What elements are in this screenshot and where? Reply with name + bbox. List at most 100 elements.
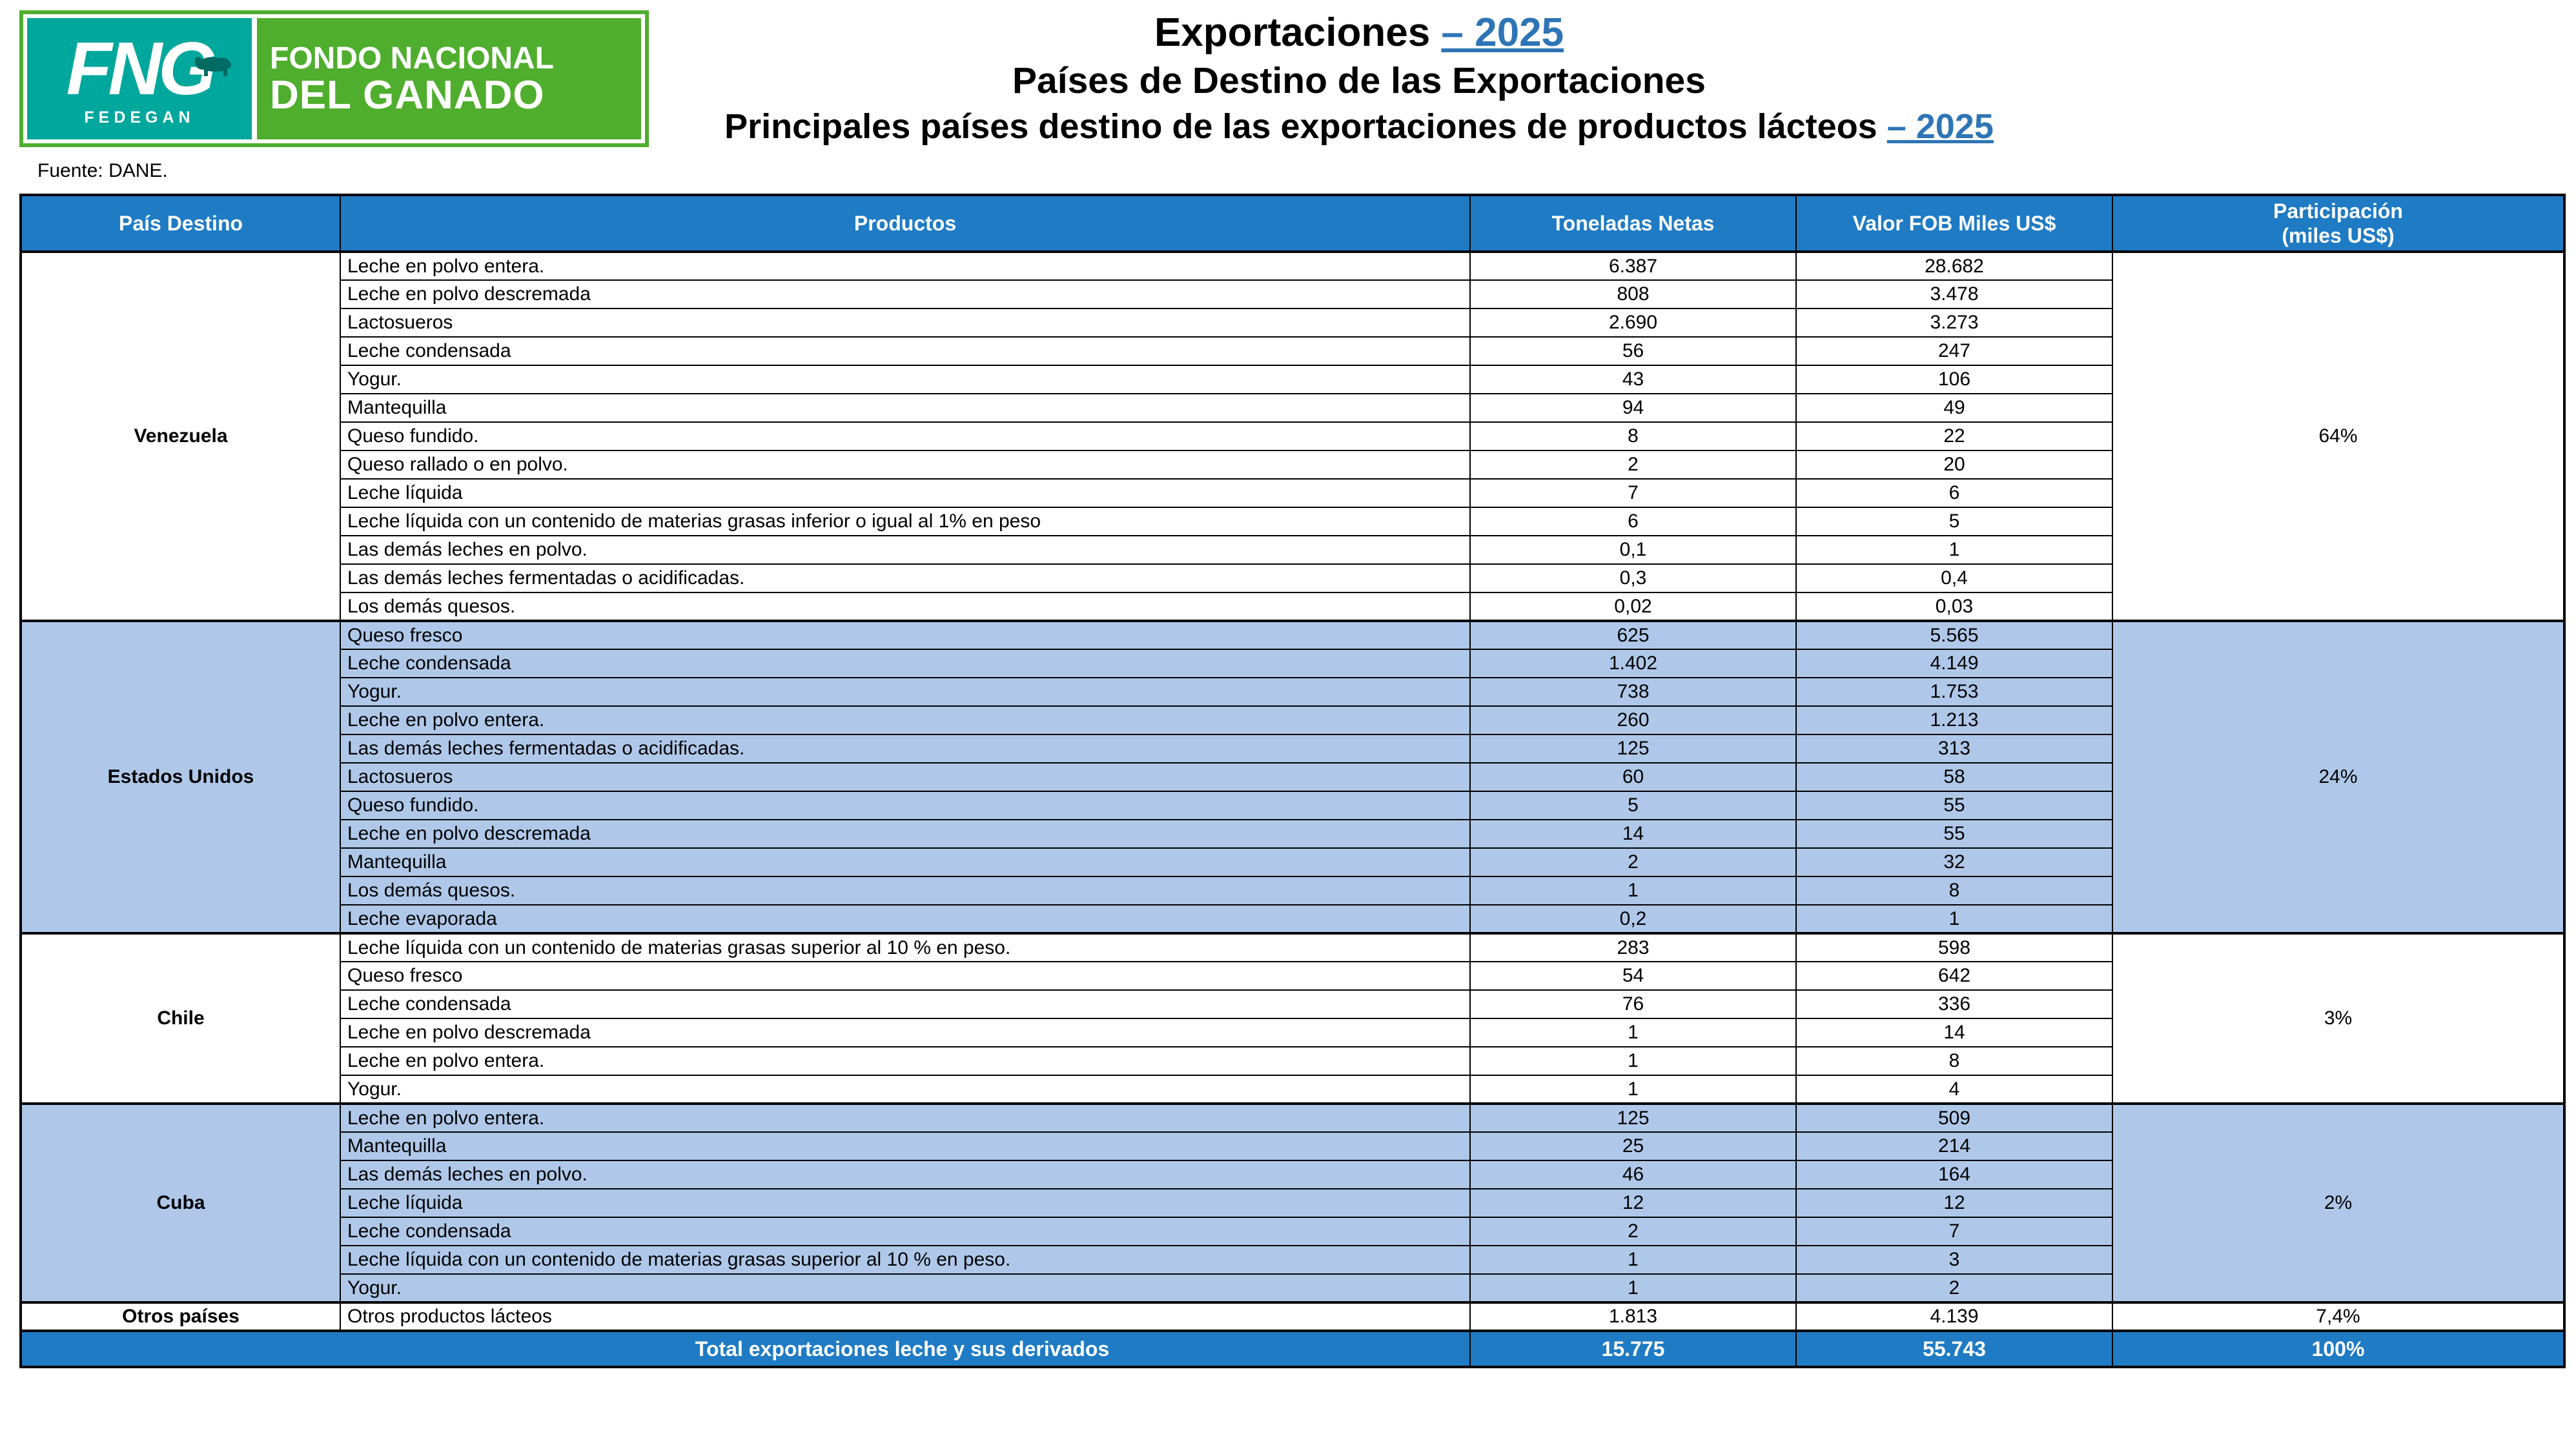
fob-cell: 55 bbox=[1795, 791, 2113, 820]
country-cell: Cuba bbox=[20, 1102, 341, 1303]
tons-cell: 76 bbox=[1469, 989, 1797, 1019]
header-valor-fob: Valor FOB Miles US$ bbox=[1795, 194, 2113, 252]
product-row: Yogur. 738 1.753 bbox=[21, 677, 2564, 707]
product-cell: Yogur. bbox=[340, 1273, 1471, 1303]
product-cell: Los demás quesos. bbox=[340, 876, 1471, 906]
fob-cell: 164 bbox=[1795, 1160, 2113, 1189]
fob-cell: 598 bbox=[1795, 932, 2113, 962]
tons-cell: 5 bbox=[1469, 791, 1797, 820]
title1-year-link[interactable]: – 2025 bbox=[1441, 10, 1564, 55]
product-cell: Queso fresco bbox=[340, 620, 1471, 650]
fob-cell: 2 bbox=[1795, 1273, 2113, 1303]
tons-cell: 43 bbox=[1469, 365, 1797, 394]
fob-cell: 32 bbox=[1795, 847, 2113, 877]
product-row: Lactosueros 2.690 3.273 bbox=[21, 308, 2564, 338]
product-row: Estados Unidos Queso fresco 625 5.565 24% bbox=[20, 620, 2565, 934]
fob-cell: 4.149 bbox=[1795, 649, 2113, 678]
fob-cell: 5.565 bbox=[1795, 620, 2113, 650]
tons-cell: 2 bbox=[1469, 847, 1797, 877]
fob-cell: 3.478 bbox=[1795, 279, 2113, 309]
product-row: Queso rallado o en polvo. 2 20 bbox=[21, 450, 2564, 480]
product-row: Otros países Otros productos lácteos 1.813… bbox=[20, 1301, 2565, 1331]
tons-cell: 56 bbox=[1469, 336, 1797, 366]
fob-cell: 1.213 bbox=[1795, 705, 2113, 735]
product-cell: Mantequilla bbox=[340, 847, 1471, 877]
fng-fedegan-logo: FNG FEDEGAN FONDO NACIONAL DEL GANADO bbox=[19, 10, 649, 147]
tons-cell: 12 bbox=[1469, 1188, 1797, 1218]
product-cell: Otros productos lácteos bbox=[340, 1301, 1471, 1331]
tons-cell: 14 bbox=[1469, 819, 1797, 849]
product-row: Leche en polvo descremada 14 55 bbox=[21, 819, 2564, 849]
product-cell: Leche en polvo entera. bbox=[340, 1102, 1471, 1133]
fob-cell: 0,03 bbox=[1795, 592, 2113, 622]
product-row: Las demás leches fermentadas o acidifica… bbox=[21, 734, 2564, 764]
product-cell: Las demás leches fermentadas o acidifica… bbox=[340, 734, 1471, 764]
header-participacion: Participación (miles US$) bbox=[2112, 194, 2565, 252]
product-cell: Lactosueros bbox=[340, 762, 1471, 792]
product-row: Leche líquida con un contenido de materi… bbox=[21, 1245, 2564, 1275]
fob-cell: 1.753 bbox=[1795, 677, 2113, 707]
tons-cell: 808 bbox=[1469, 279, 1797, 309]
fob-cell: 313 bbox=[1795, 734, 2113, 764]
header-toneladas-netas: Toneladas Netas bbox=[1469, 194, 1797, 252]
product-row: Cuba Leche en polvo entera. 125 509 2% bbox=[20, 1102, 2565, 1303]
product-cell: Leche en polvo descremada bbox=[340, 819, 1471, 849]
header-row: País Destino Productos Toneladas Netas V… bbox=[20, 194, 2565, 252]
tons-cell: 2 bbox=[1469, 1217, 1797, 1246]
table-header: País Destino Productos Toneladas Netas V… bbox=[20, 194, 2565, 252]
table-body: Venezuela Leche en polvo entera. 6.387 28.6… bbox=[20, 250, 2565, 1331]
product-row: Mantequilla 94 49 bbox=[21, 393, 2564, 423]
tons-cell: 125 bbox=[1469, 1102, 1797, 1133]
product-cell: Lactosueros bbox=[340, 308, 1471, 338]
fob-cell: 28.682 bbox=[1795, 250, 2113, 281]
country-cell: Otros países bbox=[20, 1301, 341, 1331]
title3-year-link[interactable]: – 2025 bbox=[1886, 106, 1994, 146]
participation-cell: 64% bbox=[2112, 250, 2565, 622]
product-row: Leche en polvo entera. 260 1.213 bbox=[21, 705, 2564, 735]
tons-cell: 260 bbox=[1469, 705, 1797, 735]
product-cell: Leche líquida con un contenido de materi… bbox=[340, 1245, 1471, 1275]
product-cell: Las demás leches en polvo. bbox=[340, 1160, 1471, 1189]
tons-cell: 25 bbox=[1469, 1131, 1797, 1161]
page-header: FNG FEDEGAN FONDO NACIONAL DEL GANADO Fu… bbox=[0, 0, 2576, 194]
product-row: Leche en polvo entera. 1 8 bbox=[21, 1046, 2564, 1076]
title-line-2: Países de Destino de las Exportaciones bbox=[1012, 59, 1706, 101]
fob-cell: 336 bbox=[1795, 989, 2113, 1019]
product-row: Mantequilla 2 32 bbox=[21, 847, 2564, 877]
product-cell: Leche en polvo entera. bbox=[340, 250, 1471, 281]
title-block: Exportaciones – 2025 Países de Destino d… bbox=[0, 8, 2576, 149]
tons-cell: 1 bbox=[1469, 1245, 1797, 1275]
fob-cell: 14 bbox=[1795, 1018, 2113, 1047]
product-row: Los demás quesos. 1 8 bbox=[21, 876, 2564, 906]
tons-cell: 46 bbox=[1469, 1160, 1797, 1189]
fob-cell: 509 bbox=[1795, 1102, 2113, 1133]
tons-cell: 1.402 bbox=[1469, 649, 1797, 678]
participation-cell: 2% bbox=[2112, 1102, 2565, 1303]
tons-cell: 0,02 bbox=[1469, 592, 1797, 622]
total-tons-cell: 15.775 bbox=[1469, 1330, 1797, 1368]
fob-cell: 3 bbox=[1795, 1245, 2113, 1275]
logo-teal-panel: FNG FEDEGAN bbox=[27, 18, 252, 139]
total-participation-cell: 100% bbox=[2112, 1330, 2565, 1368]
tons-cell: 0,2 bbox=[1469, 904, 1797, 934]
product-row: Leche líquida con un contenido de materi… bbox=[21, 507, 2564, 536]
fob-cell: 0,4 bbox=[1795, 563, 2113, 593]
product-cell: Leche líquida bbox=[340, 478, 1471, 508]
product-row: Las demás leches fermentadas o acidifica… bbox=[21, 563, 2564, 593]
tons-cell: 1 bbox=[1469, 1273, 1797, 1303]
tons-cell: 738 bbox=[1469, 677, 1797, 707]
product-row: Queso fresco 54 642 bbox=[21, 961, 2564, 991]
product-cell: Leche líquida bbox=[340, 1188, 1471, 1218]
product-cell: Yogur. bbox=[340, 677, 1471, 707]
product-cell: Leche condensada bbox=[340, 989, 1471, 1019]
product-cell: Yogur. bbox=[340, 365, 1471, 394]
total-row: Total exportaciones leche y sus derivado… bbox=[20, 1330, 2565, 1368]
product-cell: Leche condensada bbox=[340, 1217, 1471, 1246]
product-row: Los demás quesos. 0,02 0,03 bbox=[21, 592, 2564, 622]
tons-cell: 7 bbox=[1469, 478, 1797, 508]
title1-text: Exportaciones bbox=[1154, 10, 1442, 55]
tons-cell: 1 bbox=[1469, 876, 1797, 906]
product-cell: Mantequilla bbox=[340, 393, 1471, 423]
product-row: Leche condensada 1.402 4.149 bbox=[21, 649, 2564, 678]
tons-cell: 1 bbox=[1469, 1018, 1797, 1047]
